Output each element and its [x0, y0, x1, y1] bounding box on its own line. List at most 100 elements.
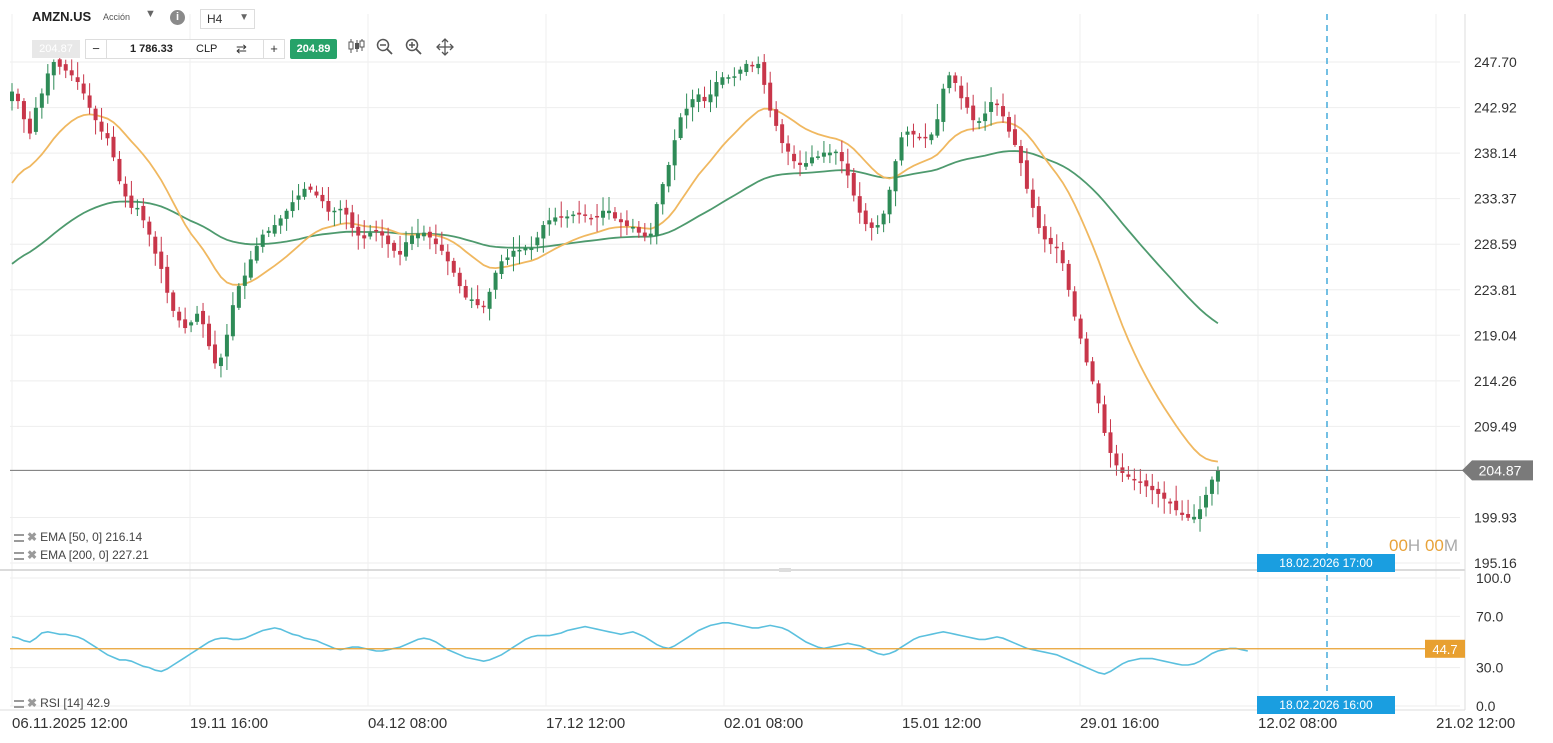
candle-body [386, 235, 391, 245]
symbol-name[interactable]: AMZN.US [32, 9, 92, 24]
candle-body [487, 291, 492, 309]
buy-price-button[interactable]: 204.89 [290, 39, 337, 59]
candle-body [666, 164, 671, 187]
rsi-label: RSI [14] 42.9 [40, 696, 111, 710]
candle-body [839, 152, 844, 162]
candle-body [845, 163, 850, 176]
remove-icon[interactable]: ✖ [27, 530, 38, 544]
info-icon[interactable]: i [170, 10, 185, 25]
settings-icon[interactable] [14, 533, 24, 542]
candle-body [1078, 318, 1083, 339]
candle-body [242, 275, 247, 286]
candle-body [105, 133, 110, 139]
candle-body [69, 70, 74, 76]
candle-body [971, 105, 976, 121]
rsi-legend[interactable]: ✖ RSI [14] 42.9 [14, 696, 110, 710]
candle-body [601, 210, 606, 218]
candle-body [1180, 512, 1185, 515]
rsi-tick-label: 100.0 [1476, 570, 1511, 586]
timeframe-select[interactable]: H4 ▼ [200, 9, 255, 29]
candle-body [451, 260, 456, 273]
time-tick-label: 19.11 16:00 [190, 715, 268, 732]
candle-body [230, 305, 235, 337]
rsi-tick-label: 0.0 [1476, 698, 1496, 714]
ema50-legend[interactable]: ✖ EMA [50, 0] 216.14 [14, 530, 142, 544]
candle-body [583, 214, 588, 216]
price-tick-label: 199.93 [1474, 510, 1517, 526]
rsi-path [11, 622, 1248, 675]
candle-body [1001, 106, 1006, 117]
candle-body [809, 157, 814, 164]
rsi-level-label: 44.7 [1432, 642, 1457, 657]
candle-body [45, 73, 50, 96]
chevron-down-icon: ▼ [239, 12, 249, 23]
candle-body [636, 227, 641, 233]
candle-body [195, 313, 200, 322]
candle-body [302, 188, 307, 197]
candle-body [153, 236, 158, 254]
price-tick-label: 233.37 [1474, 191, 1517, 207]
settings-icon[interactable] [14, 699, 24, 708]
candle-body [1192, 516, 1197, 520]
candle-body [1060, 250, 1065, 264]
quantity-value[interactable]: 1 786.33 [130, 43, 173, 55]
candle-body [368, 232, 373, 237]
candle-body [905, 131, 910, 135]
candle-body [499, 261, 504, 275]
candle-body [690, 99, 695, 108]
candle-body [212, 344, 217, 364]
rsi-tick-label: 30.0 [1476, 660, 1503, 676]
candle-body [780, 124, 785, 144]
zoom-out-icon[interactable] [376, 38, 394, 60]
price-tick-label: 209.49 [1474, 418, 1517, 434]
candle-body [911, 130, 916, 135]
candles-type-icon[interactable] [347, 38, 365, 58]
candle-body [935, 119, 940, 136]
pan-move-icon[interactable] [436, 38, 454, 60]
time-tick-label: 12.02 08:00 [1258, 715, 1337, 732]
candle-body [398, 250, 403, 255]
remove-icon[interactable]: ✖ [27, 696, 38, 710]
candle-body [899, 137, 904, 161]
candle-body [571, 214, 576, 217]
candle-body [445, 251, 450, 262]
candle-body [284, 210, 289, 219]
settings-icon[interactable] [14, 551, 24, 560]
candle-body [947, 75, 952, 89]
candle-body [1048, 237, 1053, 245]
increase-button[interactable]: + [263, 40, 284, 58]
candle-body [332, 210, 337, 213]
candle-body [923, 136, 928, 139]
y-axis-labels: 247.70 242.92 238.14 233.37 228.59 223.81 219.… [1474, 54, 1517, 714]
candle-body [1084, 338, 1089, 363]
symbol-dropdown-icon[interactable]: ▼ [145, 8, 156, 20]
candle-body [81, 83, 86, 94]
candle-body [207, 323, 212, 347]
swap-icon[interactable]: ⇄ [236, 41, 247, 56]
candle-body [1162, 492, 1167, 499]
candle-body [15, 93, 20, 102]
candle-body [99, 121, 104, 132]
sell-price-button[interactable]: 204.87 [32, 40, 80, 58]
candle-body [272, 225, 277, 234]
candle-body [869, 222, 874, 228]
crosshair-rsi-date-label: 18.02.2026 16:00 [1257, 696, 1395, 714]
zoom-in-icon[interactable] [405, 38, 423, 60]
decrease-button[interactable]: − [86, 40, 107, 58]
quantity-stepper[interactable]: − 1 786.33 CLP ⇄ + [85, 39, 285, 59]
candle-body [553, 217, 558, 222]
candle-body [308, 186, 313, 190]
candle-body [409, 235, 414, 244]
candle-body [1215, 470, 1220, 482]
candle-body [1156, 488, 1161, 494]
current-price-label: 204.87 [1479, 462, 1522, 478]
candle-body [1114, 453, 1119, 466]
remove-icon[interactable]: ✖ [27, 548, 38, 562]
candle-body [607, 210, 611, 214]
countdown-minutes: 00 [1424, 536, 1444, 555]
ema200-legend[interactable]: ✖ EMA [200, 0] 227.21 [14, 548, 149, 562]
candle-body [469, 299, 474, 301]
candle-body [630, 226, 635, 229]
candle-body [774, 109, 779, 126]
